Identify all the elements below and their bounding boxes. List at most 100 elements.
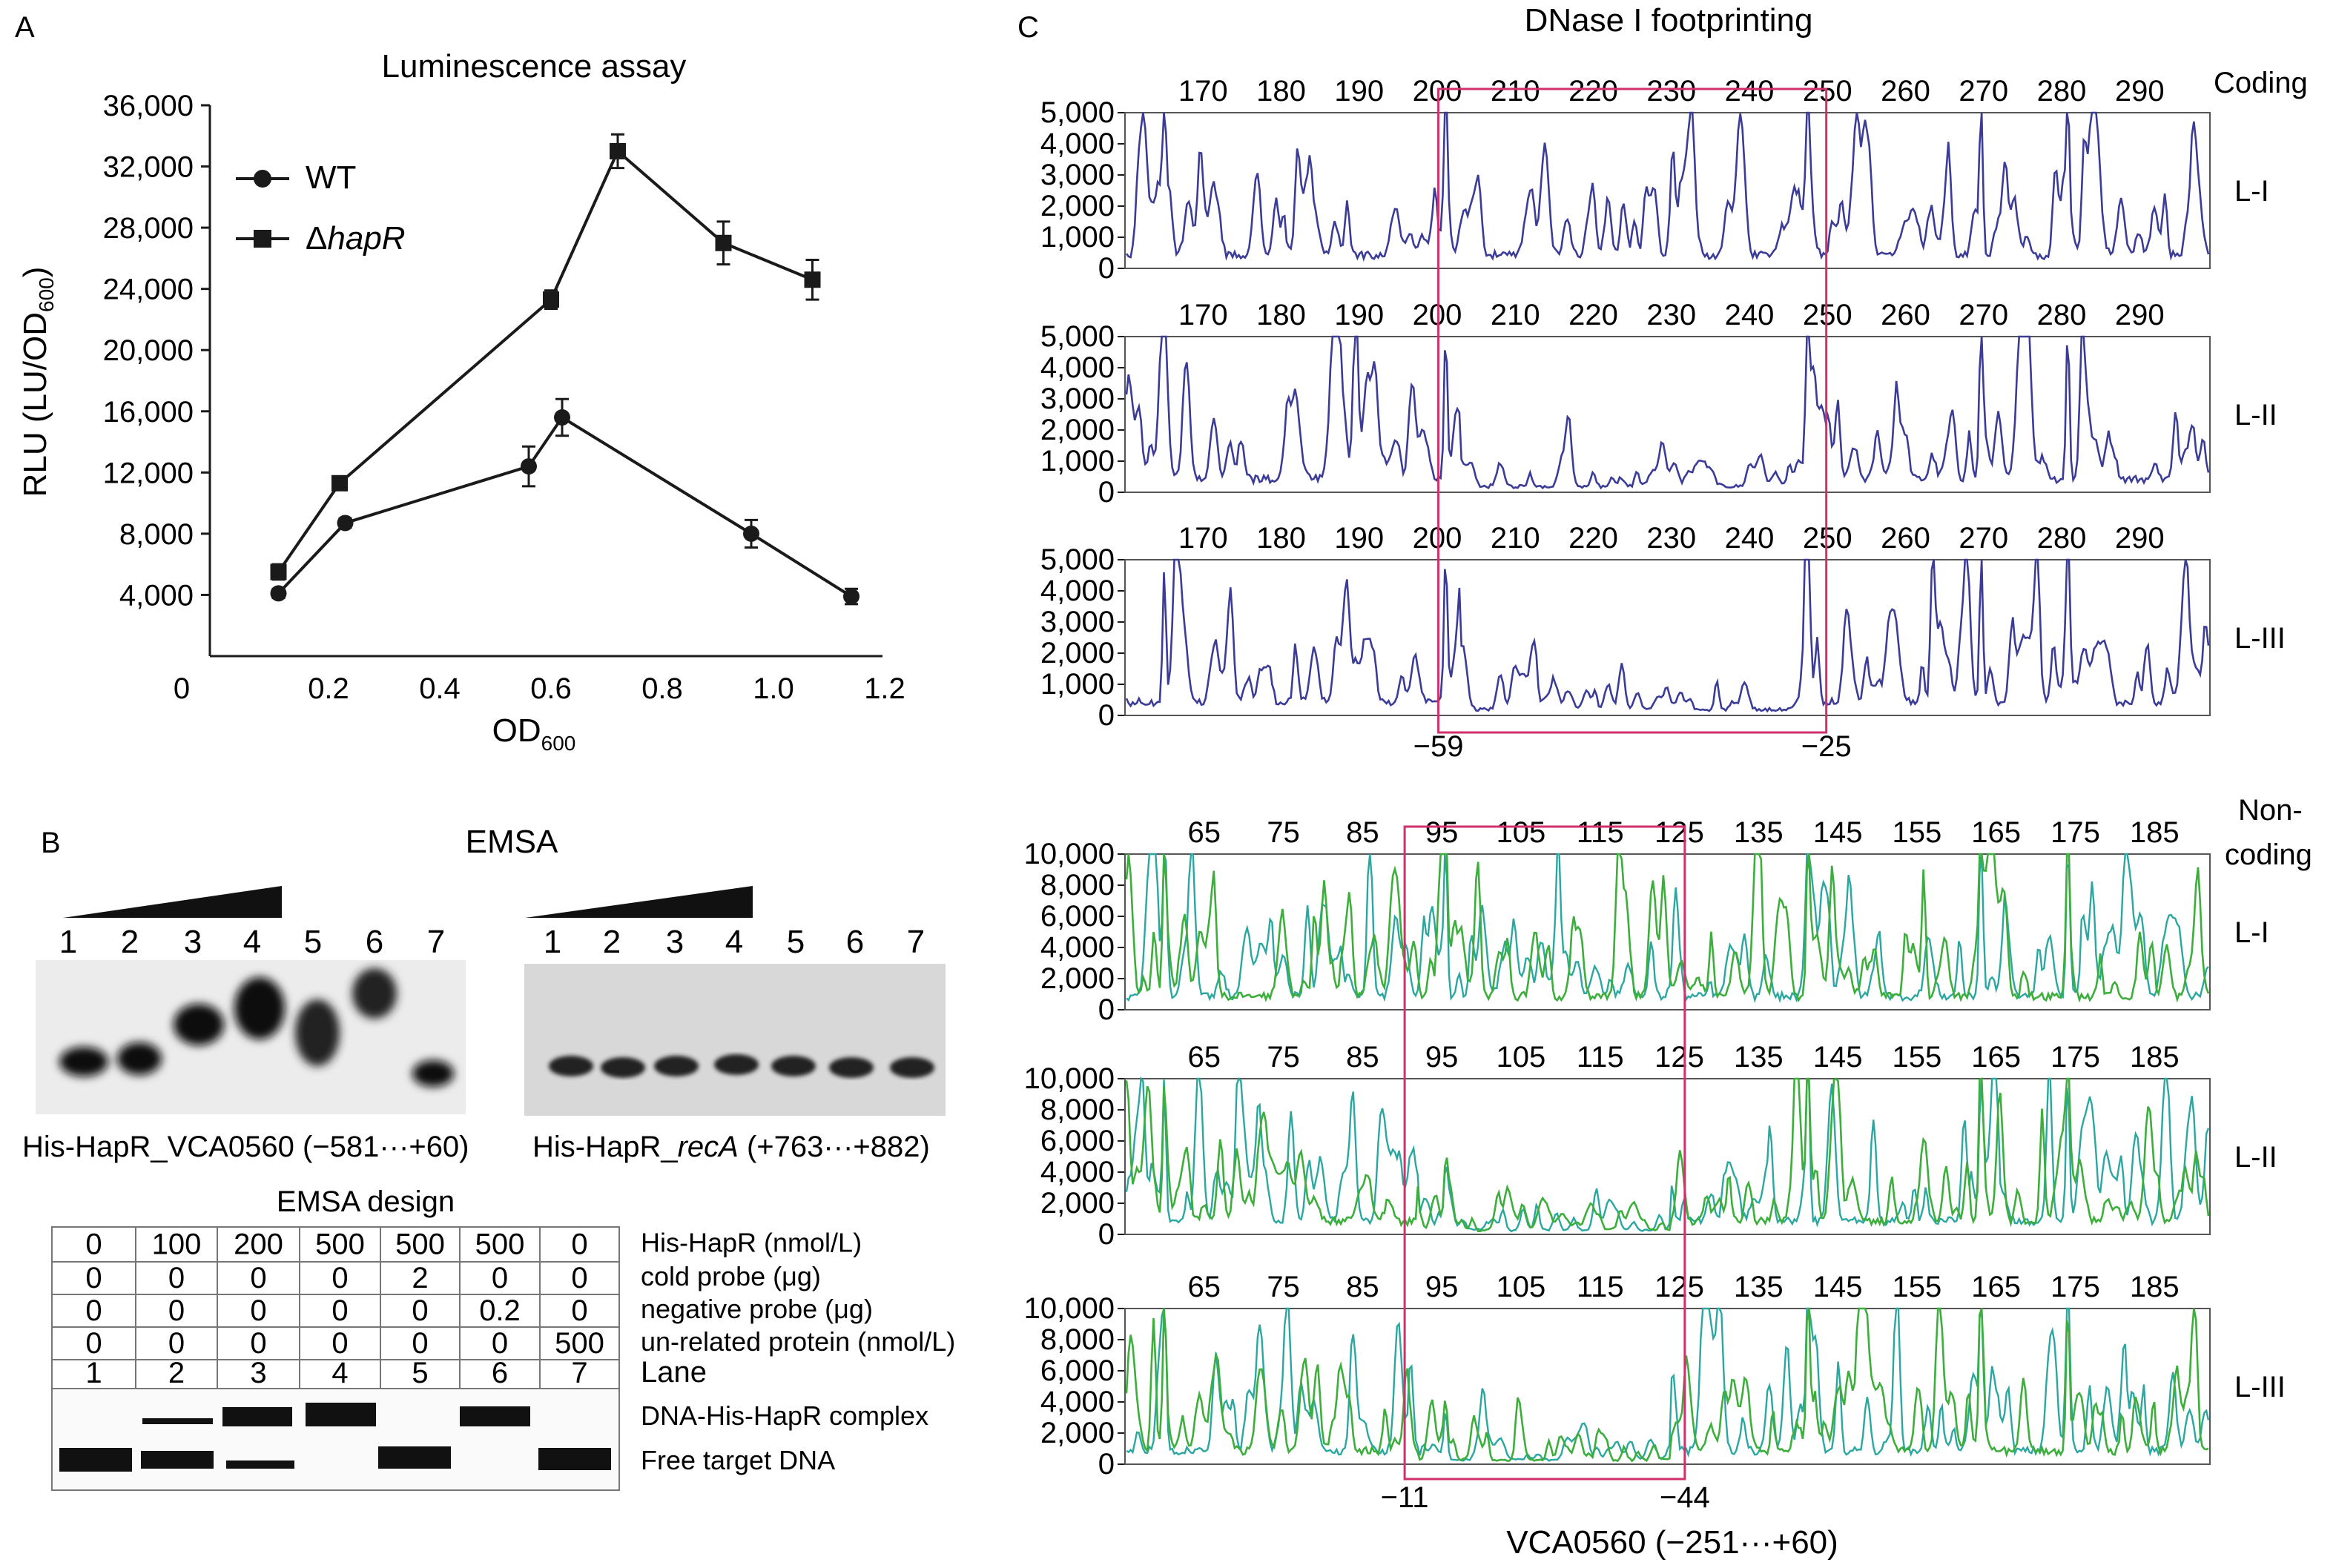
footprint-x-tick-label: 175 — [2050, 816, 2100, 849]
footprint-frame — [1124, 1308, 2211, 1465]
footprint-x-tick-label: 220 — [1568, 522, 1618, 555]
footprint-y-tick-label: 10,000 — [1024, 1062, 1115, 1095]
right-gel-background — [524, 964, 946, 1116]
lum-x-tick-label: 0.8 — [641, 672, 683, 705]
footprint-x-tick-label: 240 — [1725, 299, 1775, 331]
footprint-x-tick-label: 270 — [1959, 75, 2008, 107]
footprint-x-tick-label: 165 — [1971, 1041, 2021, 1074]
footprint-x-tick-label: 85 — [1346, 1271, 1379, 1303]
design-cell: 500 — [395, 1228, 445, 1261]
lum-x-label-sub: 600 — [541, 732, 576, 755]
emsa-left-lane-number: 6 — [366, 924, 383, 960]
footprint-x-tick-label: 75 — [1267, 1041, 1300, 1074]
design-row-label: His-HapR (nmol/L) — [641, 1228, 862, 1258]
emsa-right-caption-gene: recA — [678, 1131, 739, 1163]
footprint-trace — [1125, 1077, 2210, 1233]
gel-band-l2 — [117, 1042, 162, 1075]
footprint-frame — [1124, 1078, 2211, 1235]
footprint-y-tick-label: 3,000 — [1040, 383, 1115, 415]
design-cell: 0.2 — [479, 1294, 521, 1327]
footprint-y-tick-label: 0 — [1098, 1218, 1115, 1251]
footprint-x-tick-label: 230 — [1646, 299, 1696, 331]
design-cell: 0 — [331, 1327, 348, 1360]
footprint-x-tick-label: 170 — [1178, 522, 1228, 555]
footprint-y-tick-label: 4,000 — [1040, 351, 1115, 384]
design-cell: 5 — [412, 1357, 428, 1389]
design-cell: 2 — [412, 1262, 428, 1294]
footprint-y-tick-label: 1,000 — [1040, 445, 1115, 477]
footprint-x-tick-label: 155 — [1893, 1041, 1942, 1074]
design-cell: 0 — [85, 1294, 102, 1327]
footprint-y-tick-label: 2,000 — [1040, 190, 1115, 222]
footprint-y-tick-label: 8,000 — [1040, 1094, 1115, 1126]
legend-wt-marker — [254, 170, 271, 188]
lum-y-tick-label: 36,000 — [103, 90, 194, 122]
footprint-title: DNase I footprinting — [1525, 2, 1813, 39]
footprint-row-label: L-I — [2234, 175, 2269, 208]
footprint-trace — [1125, 335, 2210, 490]
design-cell: 0 — [571, 1294, 587, 1327]
emsa-right-lane-number: 1 — [544, 924, 561, 960]
footprint-x-tick-label: 220 — [1568, 75, 1618, 107]
design-cell: 0 — [168, 1294, 185, 1327]
design-cell: 500 — [475, 1228, 525, 1261]
design-cell: 7 — [571, 1357, 587, 1389]
lum-x-tick-label: 1.0 — [753, 672, 794, 705]
design-cell: 4 — [331, 1357, 348, 1389]
emsa-title: EMSA — [466, 824, 558, 860]
lum-y-label: RLU (LU/OD600) — [17, 267, 58, 497]
lum-point-wt — [521, 458, 537, 475]
footprint-y-tick-label: 2,000 — [1040, 1417, 1115, 1449]
emsa-right-caption: His-HapR_recA (+763···+882) — [532, 1131, 930, 1163]
design-row-label: Lane — [641, 1356, 707, 1389]
gel-band-l3 — [174, 1004, 224, 1045]
footprint-y-tick-label: 3,000 — [1040, 159, 1115, 191]
gel-band-r6 — [829, 1057, 874, 1078]
footprint-y-tick-label: 0 — [1098, 699, 1115, 732]
footprint-y-tick-label: 2,000 — [1040, 637, 1115, 669]
footprint-x-tick-label: 190 — [1334, 75, 1384, 107]
footprint-x-tick-label: 290 — [2115, 299, 2165, 331]
footprint-x-tick-label: 280 — [2037, 522, 2087, 555]
design-cell: 3 — [250, 1357, 266, 1389]
footprint-x-tick-label: 260 — [1881, 299, 1930, 331]
footprint-y-tick-label: 10,000 — [1024, 1292, 1115, 1325]
emsa-right-lane-number: 3 — [666, 924, 684, 960]
coding-trace-panel: 170 180 190 200 210 220 230 240 250 260 270 280 290 0… — [1040, 299, 2277, 509]
design-free-label: Free target DNA — [641, 1445, 835, 1475]
lum-point-hapr — [543, 291, 559, 308]
footprint-y-tick-label: 0 — [1098, 1448, 1115, 1481]
footprint-x-tick-label: 175 — [2050, 1271, 2100, 1303]
footprint-x-tick-label: 185 — [2130, 1041, 2180, 1074]
design-free-lane3 — [226, 1461, 294, 1469]
panel-letter-a: A — [15, 11, 35, 44]
noncoding-trace-panel: 65 75 85 95 105 115 125 135 145 155 165 175 185 02,00… — [1024, 1041, 2277, 1251]
footprint-y-tick-label: 5,000 — [1040, 96, 1115, 129]
footprint-x-tick-label: 240 — [1725, 522, 1775, 555]
footprint-trace — [1125, 853, 2210, 1003]
design-cell: 0 — [412, 1294, 428, 1327]
emsa-right-lane-number: 4 — [725, 924, 743, 960]
footprint-row-label: L-II — [2234, 399, 2277, 431]
design-complex-lane6 — [460, 1406, 530, 1426]
coding-protected-box — [1437, 87, 1828, 734]
emsa-left-caption: His-HapR_VCA0560 (−581···+60) — [22, 1131, 469, 1163]
design-cell: 0 — [85, 1262, 102, 1294]
noncoding-protected-left: −11 — [1381, 1481, 1429, 1514]
design-cell: 0 — [250, 1294, 266, 1327]
design-cell: 500 — [555, 1327, 604, 1360]
design-cell: 500 — [315, 1228, 365, 1261]
footprint-y-tick-label: 8,000 — [1040, 869, 1115, 902]
footprint-x-tick-label: 270 — [1959, 522, 2008, 555]
emsa-left-gel — [36, 960, 466, 1114]
lum-x-label: OD600 — [492, 712, 576, 755]
footprint-x-tick-label: 290 — [2115, 522, 2165, 555]
lum-point-hapr — [331, 474, 348, 492]
footprint-y-tick-label: 4,000 — [1040, 1386, 1115, 1418]
footprint-x-tick-label: 190 — [1334, 299, 1384, 331]
lum-point-hapr — [270, 563, 287, 580]
design-complex-lane4 — [306, 1403, 376, 1426]
lum-point-hapr — [610, 142, 626, 159]
legend-hapr-gene: hapR — [327, 220, 405, 257]
footprint-x-tick-label: 200 — [1413, 522, 1462, 555]
